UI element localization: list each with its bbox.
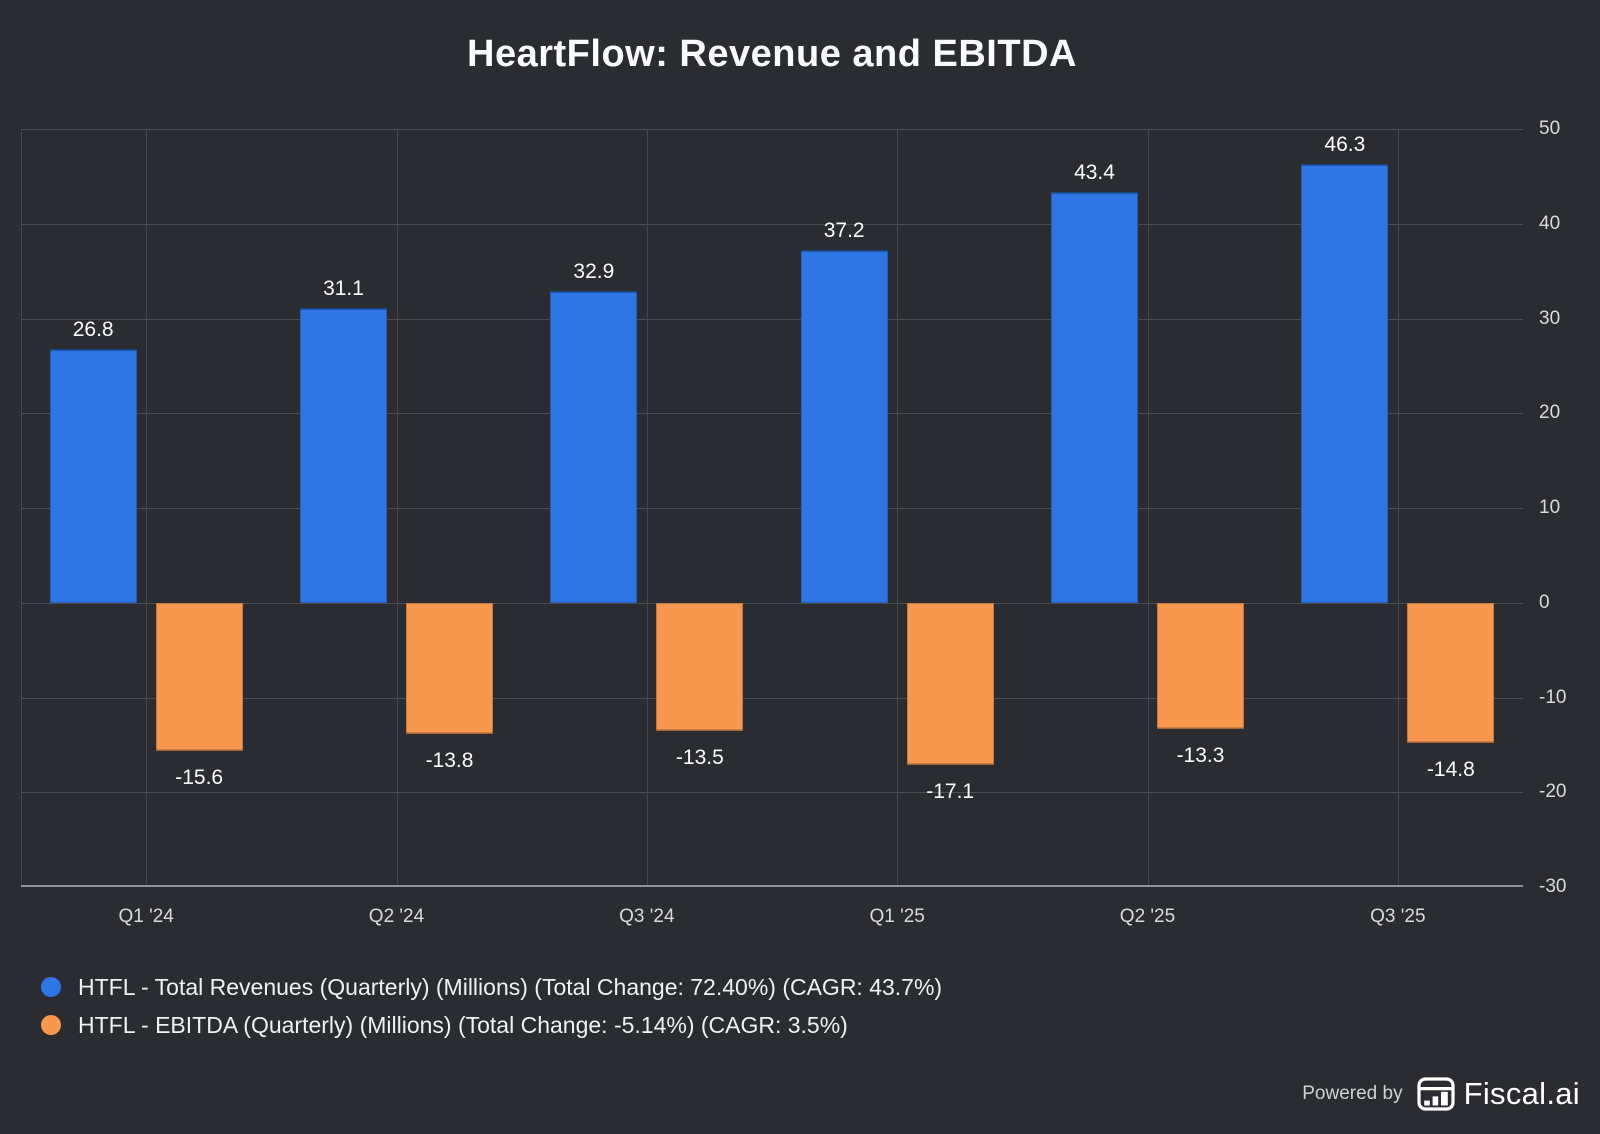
y-axis-tick-label: -30 xyxy=(1539,876,1567,897)
vertical-gridline xyxy=(1397,129,1399,885)
x-axis-tick-label: Q2 '25 xyxy=(1119,906,1176,927)
y-axis-tick-label: 50 xyxy=(1539,118,1561,139)
legend: HTFL - Total Revenues (Quarterly) (Milli… xyxy=(41,968,942,1044)
horizontal-gridline xyxy=(21,697,1523,699)
ebitda-bar xyxy=(406,602,493,734)
y-axis-tick-label: -20 xyxy=(1539,781,1567,803)
revenue-value-label: 37.2 xyxy=(823,219,865,243)
horizontal-gridline xyxy=(21,602,1523,604)
revenue-bar xyxy=(550,291,638,603)
brand-name: Fiscal.ai xyxy=(1463,1076,1580,1111)
legend-item[interactable]: HTFL - Total Revenues (Quarterly) (Milli… xyxy=(41,968,942,1006)
fiscal-bar-table-icon xyxy=(1416,1077,1455,1111)
horizontal-gridline xyxy=(21,223,1523,225)
ebitda-bar xyxy=(1157,602,1244,729)
x-axis-tick-label: Q1 '24 xyxy=(118,906,174,927)
legend-series-label: HTFL - EBITDA (Quarterly) (Millions) (To… xyxy=(78,1011,848,1038)
powered-by-label: Powered by xyxy=(1302,1083,1403,1104)
vertical-gridline xyxy=(396,129,398,885)
legend-item[interactable]: HTFL - EBITDA (Quarterly) (Millions) (To… xyxy=(41,1006,942,1044)
revenue-value-label: 26.8 xyxy=(72,317,114,341)
horizontal-gridline xyxy=(21,508,1523,509)
ebitda-bar xyxy=(906,602,994,765)
x-axis-tick-label: Q1 '25 xyxy=(869,906,925,927)
vertical-gridline xyxy=(1147,129,1149,885)
x-axis-tick-label: Q3 '25 xyxy=(1370,906,1426,927)
revenue-bar xyxy=(49,348,137,603)
ebitda-value-label: -15.6 xyxy=(175,765,224,789)
vertical-gridline xyxy=(646,129,648,885)
chart-title: HeartFlow: Revenue and EBITDA xyxy=(467,33,1077,75)
y-axis-tick-label: 30 xyxy=(1539,307,1561,329)
legend-marker-dot xyxy=(41,1015,61,1035)
revenue-bar xyxy=(800,250,888,603)
footer-attribution: Powered by Fiscal.ai xyxy=(1302,1076,1580,1112)
y-axis-tick-label: 10 xyxy=(1539,497,1561,518)
ebitda-value-label: -14.8 xyxy=(1426,757,1475,781)
ebitda-bar xyxy=(656,602,744,731)
horizontal-gridline xyxy=(21,413,1523,415)
ebitda-value-label: -13.3 xyxy=(1176,743,1225,767)
revenue-value-label: 43.4 xyxy=(1074,160,1115,184)
y-axis-tick-label: 40 xyxy=(1539,212,1561,234)
legend-series-label: HTFL - Total Revenues (Quarterly) (Milli… xyxy=(78,973,943,1000)
x-axis-tick-label: Q3 '24 xyxy=(619,906,675,927)
plot-area: 26.8 -15.6 31.1 -13.8 32.9 -13.5 37.2 -17.1 43.4… xyxy=(21,129,1523,887)
legend-marker-dot xyxy=(41,977,61,997)
revenue-bar xyxy=(1301,164,1389,603)
revenue-value-label: 31.1 xyxy=(323,277,364,301)
horizontal-gridline xyxy=(21,318,1523,320)
vertical-gridline xyxy=(21,129,22,885)
horizontal-gridline xyxy=(21,129,1523,130)
x-axis-tick-label: Q2 '24 xyxy=(368,906,425,927)
y-axis-tick-label: 0 xyxy=(1539,591,1550,613)
vertical-gridline xyxy=(897,129,899,885)
ebitda-value-label: -13.8 xyxy=(425,748,474,772)
y-axis-tick-label: -10 xyxy=(1539,686,1567,708)
revenue-value-label: 32.9 xyxy=(573,260,615,284)
ebitda-value-label: -17.1 xyxy=(926,779,975,803)
y-axis-tick-label: 20 xyxy=(1539,402,1561,424)
revenue-value-label: 46.3 xyxy=(1324,133,1366,157)
vertical-gridline xyxy=(146,129,148,885)
ebitda-bar xyxy=(1407,602,1495,743)
horizontal-gridline xyxy=(21,792,1523,794)
revenue-bar xyxy=(300,308,387,603)
ebitda-value-label: -13.5 xyxy=(675,745,724,769)
ebitda-bar xyxy=(155,602,243,751)
revenue-bar xyxy=(1051,191,1138,603)
